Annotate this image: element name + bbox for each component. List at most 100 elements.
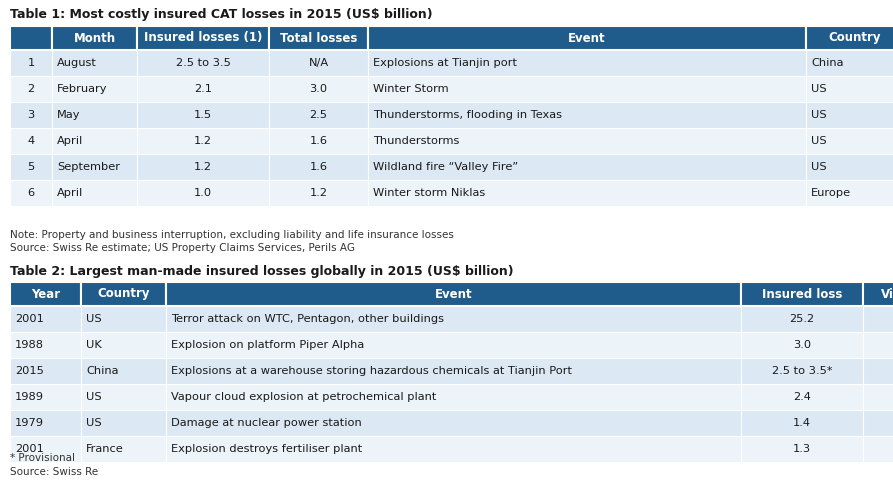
Bar: [10, 436, 81, 462]
Bar: [741, 306, 863, 332]
Bar: [52, 180, 137, 206]
Text: US: US: [811, 162, 827, 172]
Bar: [52, 154, 137, 180]
Text: US: US: [811, 84, 827, 94]
Bar: [52, 50, 137, 76]
Text: Terror attack on WTC, Pentagon, other buildings: Terror attack on WTC, Pentagon, other bu…: [171, 314, 444, 324]
Bar: [137, 102, 269, 128]
Text: US: US: [86, 418, 102, 428]
Bar: [52, 128, 137, 154]
Text: Source: Swiss Re estimate; US Property Claims Services, Perils AG: Source: Swiss Re estimate; US Property C…: [10, 243, 355, 253]
Text: 5: 5: [28, 162, 35, 172]
Bar: [269, 154, 368, 180]
Text: US: US: [86, 392, 102, 402]
Text: 2001: 2001: [15, 314, 44, 324]
Text: Europe: Europe: [811, 188, 851, 198]
Bar: [10, 154, 52, 180]
Bar: [368, 50, 806, 76]
Text: Table 1: Most costly insured CAT losses in 2015 (US$ billion): Table 1: Most costly insured CAT losses …: [10, 8, 432, 21]
Bar: [166, 358, 741, 384]
Bar: [52, 102, 137, 128]
Bar: [137, 128, 269, 154]
Bar: [166, 436, 741, 462]
Text: Explosions at Tianjin port: Explosions at Tianjin port: [373, 58, 517, 68]
Text: Damage at nuclear power station: Damage at nuclear power station: [171, 418, 362, 428]
Text: Thunderstorms: Thunderstorms: [373, 136, 459, 146]
Bar: [10, 128, 52, 154]
Text: 4: 4: [28, 136, 35, 146]
Text: Victims: Victims: [881, 287, 893, 301]
Text: 1988: 1988: [15, 340, 44, 350]
Text: N/A: N/A: [308, 58, 329, 68]
Bar: [863, 332, 893, 358]
Text: Insured loss: Insured loss: [762, 287, 842, 301]
Text: Thunderstorms, flooding in Texas: Thunderstorms, flooding in Texas: [373, 110, 562, 120]
Bar: [806, 26, 893, 50]
Text: 25.2: 25.2: [789, 314, 814, 324]
Bar: [368, 128, 806, 154]
Text: 2: 2: [28, 84, 35, 94]
Bar: [137, 76, 269, 102]
Text: 1.4: 1.4: [793, 418, 811, 428]
Bar: [81, 282, 166, 306]
Text: 2.5 to 3.5: 2.5 to 3.5: [176, 58, 230, 68]
Text: Source: Swiss Re: Source: Swiss Re: [10, 467, 98, 477]
Bar: [10, 180, 52, 206]
Text: 1.2: 1.2: [194, 136, 212, 146]
Text: February: February: [57, 84, 107, 94]
Bar: [863, 436, 893, 462]
Text: Month: Month: [73, 31, 115, 45]
Text: 1979: 1979: [15, 418, 44, 428]
Text: China: China: [811, 58, 844, 68]
Bar: [10, 358, 81, 384]
Text: Country: Country: [97, 287, 150, 301]
Bar: [81, 358, 166, 384]
Text: 1.6: 1.6: [310, 136, 328, 146]
Bar: [137, 154, 269, 180]
Bar: [10, 76, 52, 102]
Text: * Provisional: * Provisional: [10, 453, 75, 463]
Bar: [741, 332, 863, 358]
Bar: [806, 50, 893, 76]
Text: 1989: 1989: [15, 392, 44, 402]
Bar: [806, 76, 893, 102]
Bar: [863, 282, 893, 306]
Bar: [741, 436, 863, 462]
Text: 2001: 2001: [15, 444, 44, 454]
Text: Year: Year: [31, 287, 60, 301]
Text: 1: 1: [28, 58, 35, 68]
Bar: [81, 436, 166, 462]
Text: 2.4: 2.4: [793, 392, 811, 402]
Bar: [269, 180, 368, 206]
Text: Country: Country: [828, 31, 880, 45]
Bar: [81, 384, 166, 410]
Text: 1.5: 1.5: [194, 110, 212, 120]
Text: 3.0: 3.0: [793, 340, 811, 350]
Bar: [269, 76, 368, 102]
Text: US: US: [86, 314, 102, 324]
Bar: [269, 128, 368, 154]
Text: Explosion on platform Piper Alpha: Explosion on platform Piper Alpha: [171, 340, 364, 350]
Text: 2.5 to 3.5*: 2.5 to 3.5*: [772, 366, 832, 376]
Bar: [81, 306, 166, 332]
Bar: [137, 50, 269, 76]
Bar: [10, 306, 81, 332]
Text: 3: 3: [28, 110, 35, 120]
Text: 1.2: 1.2: [194, 162, 212, 172]
Text: France: France: [86, 444, 124, 454]
Bar: [52, 76, 137, 102]
Bar: [863, 358, 893, 384]
Bar: [137, 180, 269, 206]
Bar: [806, 180, 893, 206]
Bar: [166, 332, 741, 358]
Bar: [269, 102, 368, 128]
Text: 2.5: 2.5: [310, 110, 328, 120]
Bar: [10, 26, 52, 50]
Bar: [368, 102, 806, 128]
Bar: [166, 282, 741, 306]
Text: Explosion destroys fertiliser plant: Explosion destroys fertiliser plant: [171, 444, 363, 454]
Text: April: April: [57, 188, 83, 198]
Text: 1.6: 1.6: [310, 162, 328, 172]
Text: May: May: [57, 110, 80, 120]
Text: 1.3: 1.3: [793, 444, 811, 454]
